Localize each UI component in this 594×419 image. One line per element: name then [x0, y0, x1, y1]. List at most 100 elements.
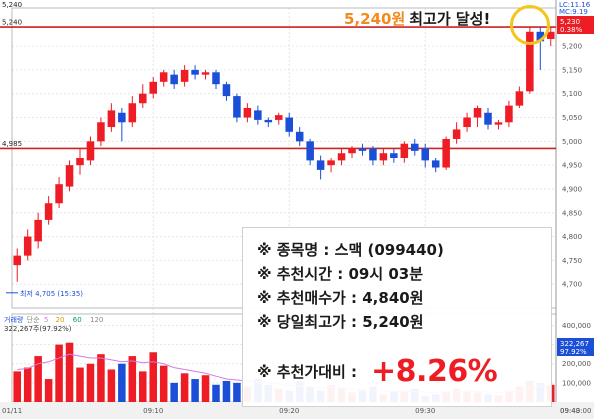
- current-volume-pct-label: 97.92%: [560, 348, 587, 356]
- volume-bar: [222, 380, 231, 402]
- candle-body: [400, 143, 409, 158]
- volume-legend-item: 60: [73, 316, 82, 324]
- price-y-tick-label: 5,100: [562, 90, 582, 98]
- candle-body: [494, 122, 503, 125]
- volume-bar: [55, 344, 63, 402]
- price-y-tick-label: 5,000: [562, 138, 582, 146]
- candle-body: [316, 160, 325, 170]
- candle-body: [201, 72, 210, 75]
- volume-bar: [212, 384, 220, 402]
- candle-body: [118, 112, 126, 123]
- right-header-sub: MC:9.19: [559, 8, 588, 16]
- candle-body: [65, 165, 74, 187]
- price-y-tick-label: 4,800: [562, 233, 582, 241]
- current-change-label: 0.38%: [560, 26, 583, 34]
- volume-bar: [34, 356, 42, 402]
- price-y-tick-label: 4,950: [562, 162, 582, 170]
- price-y-tick-label: 5,150: [562, 66, 582, 74]
- volume-y-tick-label: 100,000: [562, 379, 591, 387]
- x-tick-label: 09:10: [143, 407, 163, 415]
- candle-body: [452, 129, 461, 139]
- candle-body: [505, 105, 513, 123]
- reference-line-label: 4,985: [2, 140, 22, 148]
- x-tick-label: 09:30: [415, 407, 435, 415]
- candle-body: [86, 141, 95, 161]
- reference-line-label: 5,240: [2, 19, 22, 27]
- volume-bar: [128, 356, 137, 402]
- candle-body: [264, 119, 273, 123]
- volume-bar: [118, 363, 126, 402]
- candle-body: [547, 31, 555, 39]
- volume-legend-item: 단순: [27, 315, 40, 324]
- candle-body: [23, 236, 32, 256]
- candle-body: [369, 148, 377, 161]
- callout-text: 최고가 달성!: [409, 9, 491, 28]
- volume-legend-item: 20: [56, 316, 65, 324]
- high-highlight-circle: [510, 5, 550, 45]
- candle-body: [285, 117, 293, 132]
- volume-bar: [170, 382, 178, 402]
- candle-body: [97, 122, 105, 142]
- candle-body: [128, 103, 137, 123]
- volume-y-tick-label: 400,000: [562, 322, 591, 330]
- candle-body: [34, 219, 42, 242]
- candle-body: [139, 93, 147, 104]
- candles: [13, 27, 555, 282]
- candle-body: [149, 81, 157, 94]
- candle-body: [379, 153, 388, 161]
- low-annotation-label: 최저 4,705 (15:35): [20, 289, 83, 298]
- info-row-buy-price: ※ 추천매수가 : 4,840원: [257, 289, 424, 307]
- info-row-stock: ※ 종목명 : 스맥 (099440): [257, 241, 444, 259]
- high-price-callout: 5,240원 최고가 달성!: [344, 6, 490, 30]
- volume-bar: [13, 371, 21, 402]
- reference-lines: [0, 26, 556, 150]
- price-y-tick-label: 4,700: [562, 281, 582, 289]
- candle-body: [473, 108, 482, 118]
- volume-bar: [44, 379, 53, 402]
- info-box: ※ 종목명 : 스맥 (099440) ※ 추천시간 : 09시 03분 ※ 추…: [242, 227, 552, 407]
- candle-body: [13, 255, 21, 266]
- volume-bar: [86, 363, 95, 402]
- candle-body: [243, 108, 252, 118]
- candle-body: [442, 138, 450, 168]
- price-y-tick-label: 4,850: [562, 209, 582, 217]
- price-y-tick-label: 5,050: [562, 114, 582, 122]
- right-header-top: LC:11.16: [559, 1, 591, 9]
- volume-legend-item: 120: [90, 316, 103, 324]
- info-row-high-price: ※ 당일최고가 : 5,240원: [257, 313, 424, 331]
- candle-body: [337, 153, 346, 161]
- price-y-tick-label: 4,900: [562, 185, 582, 193]
- volume-legend-item: 5: [44, 316, 48, 324]
- return-label: ※ 추천가대비 :: [257, 363, 358, 381]
- info-row-return: ※ 추천가대비 : +8.26%: [257, 352, 537, 392]
- volume-bar: [107, 369, 116, 402]
- volume-bar: [149, 352, 157, 402]
- volume-bar: [65, 342, 74, 402]
- candle-body: [233, 96, 241, 118]
- candle-body: [358, 148, 367, 151]
- candle-body: [254, 110, 262, 120]
- candle-body: [526, 31, 534, 92]
- volume-bar: [233, 382, 241, 402]
- current-price-label: 5,230: [560, 18, 580, 26]
- callout-price: 5,240원: [344, 9, 406, 28]
- candle-body: [170, 74, 178, 85]
- volume-legend-item: 거래량: [4, 315, 24, 324]
- candle-body: [275, 115, 283, 120]
- candle-body: [76, 158, 84, 166]
- candle-body: [484, 112, 492, 125]
- current-price-tag: [557, 16, 594, 34]
- volume-bar: [180, 373, 189, 402]
- candle-body: [421, 148, 429, 161]
- current-volume-tag: [557, 338, 594, 356]
- volume-header-value: 322,267주(97.92%): [4, 325, 72, 333]
- price-y-tick-label: 5,200: [562, 43, 582, 51]
- current-volume-label: 322,267: [560, 340, 589, 348]
- volume-bar: [139, 371, 147, 402]
- candle-body: [191, 69, 199, 75]
- candle-body: [327, 160, 335, 166]
- candle-body: [212, 72, 220, 85]
- info-row-time: ※ 추천시간 : 09시 03분: [257, 265, 424, 283]
